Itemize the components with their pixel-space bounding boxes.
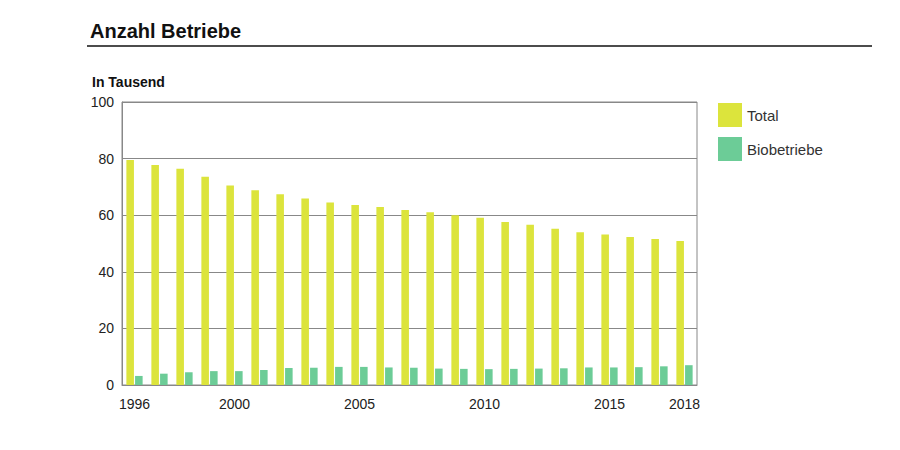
svg-text:80: 80: [98, 151, 114, 167]
svg-text:Total: Total: [747, 107, 779, 124]
svg-text:Anzahl Betriebe: Anzahl Betriebe: [90, 20, 241, 42]
svg-text:2010: 2010: [469, 396, 500, 412]
svg-text:100: 100: [91, 94, 115, 110]
svg-text:40: 40: [98, 264, 114, 280]
svg-text:1996: 1996: [119, 396, 150, 412]
svg-text:2015: 2015: [594, 396, 625, 412]
svg-text:20: 20: [98, 320, 114, 336]
svg-text:2000: 2000: [219, 396, 250, 412]
svg-text:2005: 2005: [344, 396, 375, 412]
svg-text:Biobetriebe: Biobetriebe: [747, 141, 823, 158]
svg-text:60: 60: [98, 207, 114, 223]
svg-text:2018: 2018: [669, 396, 700, 412]
svg-text:In Tausend: In Tausend: [92, 74, 165, 90]
svg-text:0: 0: [106, 377, 114, 393]
